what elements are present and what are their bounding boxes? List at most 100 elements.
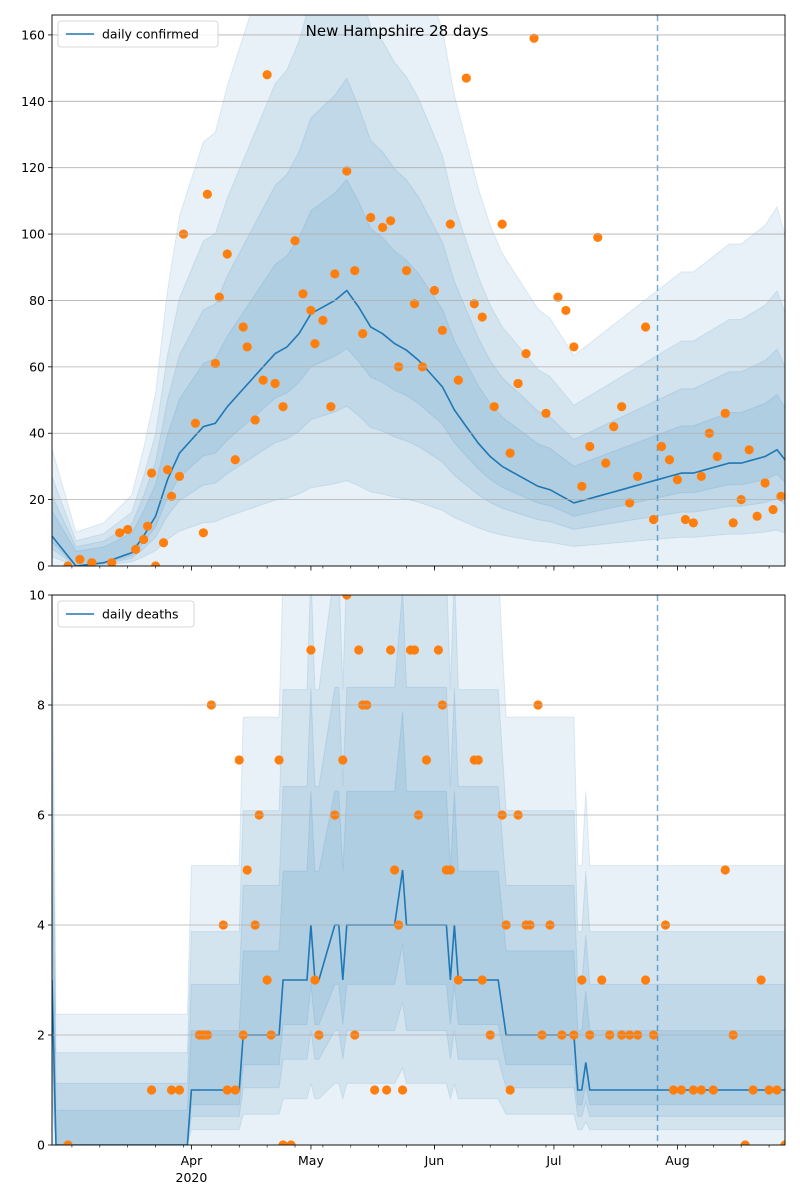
data-point bbox=[230, 455, 240, 465]
data-point bbox=[358, 329, 368, 339]
data-point bbox=[569, 342, 579, 352]
y-tick-label: 120 bbox=[21, 160, 45, 175]
data-point bbox=[625, 498, 635, 508]
y-tick-label: 100 bbox=[21, 227, 45, 242]
data-point bbox=[350, 265, 360, 276]
y-tick-label: 2 bbox=[37, 1028, 45, 1043]
y-tick-label: 10 bbox=[29, 588, 45, 603]
y-tick-label: 140 bbox=[21, 94, 45, 109]
data-point bbox=[672, 475, 683, 485]
data-point bbox=[609, 421, 619, 432]
uncertainty-band bbox=[52, 595, 785, 1145]
data-point bbox=[648, 514, 659, 525]
data-point bbox=[529, 33, 539, 43]
data-point bbox=[760, 478, 770, 488]
y-tick-label: 0 bbox=[37, 559, 45, 574]
data-point bbox=[477, 975, 487, 985]
data-point bbox=[310, 339, 320, 349]
data-point bbox=[748, 1085, 758, 1095]
data-point bbox=[242, 865, 252, 875]
uncertainty-band bbox=[52, 595, 785, 1145]
data-point bbox=[342, 166, 352, 176]
data-point bbox=[174, 471, 185, 481]
uncertainty-band bbox=[52, 178, 785, 566]
data-point bbox=[640, 322, 651, 332]
legend: daily deaths bbox=[57, 600, 195, 628]
data-point bbox=[386, 645, 396, 655]
data-point bbox=[146, 468, 157, 478]
data-point bbox=[290, 236, 300, 246]
data-point bbox=[577, 481, 587, 491]
data-point bbox=[274, 755, 284, 765]
data-point bbox=[378, 222, 388, 233]
data-point bbox=[146, 1085, 157, 1095]
data-point bbox=[318, 315, 328, 325]
x-year-label: 2020 bbox=[176, 1170, 208, 1185]
data-point bbox=[445, 219, 455, 229]
data-point bbox=[720, 408, 730, 418]
data-point bbox=[234, 755, 244, 765]
data-point bbox=[278, 402, 288, 412]
series-line bbox=[52, 289, 785, 566]
data-point bbox=[298, 289, 308, 299]
data-point bbox=[143, 521, 153, 531]
data-point bbox=[429, 285, 440, 296]
y-tick-label: 6 bbox=[37, 808, 45, 823]
data-point bbox=[561, 305, 571, 316]
data-point bbox=[453, 375, 463, 385]
legend-box bbox=[57, 20, 219, 48]
data-point bbox=[306, 645, 316, 655]
data-point bbox=[640, 975, 651, 985]
data-point bbox=[270, 378, 280, 389]
data-point bbox=[433, 645, 444, 655]
data-point bbox=[63, 561, 73, 566]
data-point bbox=[696, 471, 706, 481]
data-point bbox=[688, 1085, 698, 1095]
data-point bbox=[342, 595, 352, 600]
data-point bbox=[174, 1085, 185, 1095]
data-point bbox=[437, 325, 448, 335]
data-point bbox=[577, 975, 587, 985]
y-tick-label: 40 bbox=[29, 426, 45, 441]
x-tick-label: May bbox=[298, 1153, 324, 1168]
data-point bbox=[258, 375, 268, 385]
data-point bbox=[601, 458, 611, 468]
data-point bbox=[162, 465, 173, 475]
data-point bbox=[776, 491, 785, 501]
data-point bbox=[409, 645, 420, 655]
uncertainty-band bbox=[52, 711, 785, 1145]
data-point bbox=[469, 299, 479, 309]
data-point bbox=[123, 524, 133, 535]
data-point bbox=[668, 1085, 679, 1095]
data-point bbox=[214, 292, 224, 302]
data-point bbox=[712, 451, 722, 462]
data-point bbox=[198, 528, 208, 538]
data-point bbox=[617, 402, 627, 412]
data-point bbox=[477, 312, 487, 322]
axes-frame bbox=[51, 14, 786, 567]
data-point bbox=[222, 249, 232, 259]
data-point bbox=[656, 441, 667, 452]
deaths-panel: 0 2 4 6 8 10 Apr May Jun Jul Aug 2020 daily deaths bbox=[29, 588, 786, 1185]
y-tick-label: 160 bbox=[21, 27, 45, 42]
data-point bbox=[222, 1085, 232, 1095]
data-point bbox=[513, 378, 523, 389]
data-point bbox=[242, 342, 252, 352]
data-point bbox=[330, 269, 340, 279]
data-point bbox=[664, 455, 675, 465]
data-point bbox=[756, 975, 766, 985]
data-point bbox=[409, 299, 420, 309]
data-point bbox=[63, 1140, 73, 1145]
plot-area bbox=[52, 595, 785, 1145]
data-point bbox=[505, 1085, 515, 1095]
data-point bbox=[585, 441, 595, 452]
data-point bbox=[262, 70, 272, 80]
data-point bbox=[230, 1085, 240, 1095]
y-tick-label: 80 bbox=[29, 293, 45, 308]
legend-label: daily confirmed bbox=[102, 27, 199, 42]
y-tick-label: 0 bbox=[37, 1138, 45, 1153]
data-point bbox=[720, 865, 730, 875]
data-point bbox=[386, 216, 396, 226]
x-tick-label: Jun bbox=[424, 1153, 445, 1168]
data-point bbox=[453, 975, 463, 985]
